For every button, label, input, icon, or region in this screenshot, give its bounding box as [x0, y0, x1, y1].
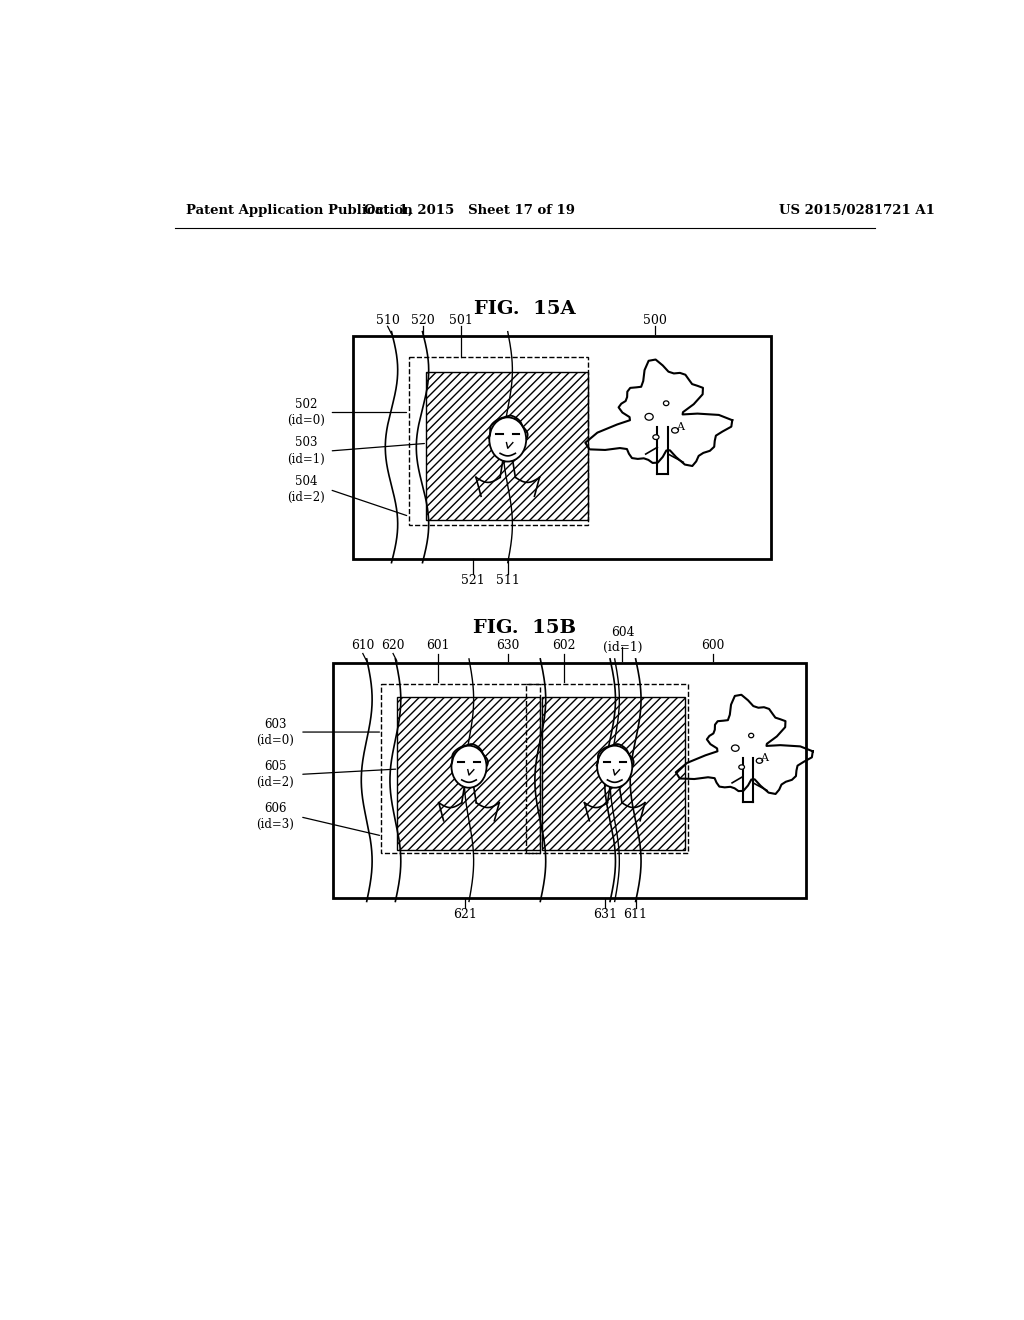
Ellipse shape — [731, 744, 739, 751]
Text: FIG.  15A: FIG. 15A — [474, 300, 575, 318]
Text: 630: 630 — [496, 639, 519, 652]
Ellipse shape — [597, 746, 632, 788]
Bar — [525, 684, 688, 853]
Text: A: A — [676, 422, 684, 433]
Text: 521: 521 — [461, 574, 484, 587]
Ellipse shape — [645, 413, 653, 420]
Text: 600: 600 — [701, 639, 725, 652]
Text: 504
(id=2): 504 (id=2) — [288, 475, 326, 504]
Text: 604
(id=1): 604 (id=1) — [603, 626, 642, 653]
Bar — [409, 358, 589, 525]
Ellipse shape — [489, 417, 526, 462]
Bar — [352, 335, 771, 558]
Text: 605
(id=2): 605 (id=2) — [256, 760, 294, 789]
Text: 603
(id=0): 603 (id=0) — [256, 718, 294, 747]
Text: 510: 510 — [376, 314, 399, 326]
Text: 610: 610 — [351, 639, 375, 652]
Text: 620: 620 — [381, 639, 404, 652]
Ellipse shape — [738, 764, 744, 770]
Text: 631: 631 — [593, 908, 616, 921]
Ellipse shape — [653, 434, 659, 440]
Ellipse shape — [672, 428, 679, 433]
Text: 606
(id=3): 606 (id=3) — [256, 803, 294, 832]
Text: A: A — [760, 752, 768, 763]
Text: Patent Application Publication: Patent Application Publication — [186, 205, 413, 218]
Bar — [542, 697, 685, 850]
Text: 611: 611 — [624, 908, 647, 921]
Text: 601: 601 — [426, 639, 450, 652]
Text: 502
(id=0): 502 (id=0) — [288, 399, 326, 426]
Text: 503
(id=1): 503 (id=1) — [288, 437, 326, 466]
Text: 621: 621 — [454, 908, 477, 921]
Text: 501: 501 — [450, 314, 473, 326]
Bar — [381, 684, 541, 853]
Bar — [426, 372, 588, 520]
Bar — [397, 697, 540, 850]
Ellipse shape — [664, 401, 669, 405]
Bar — [334, 663, 806, 898]
Text: 511: 511 — [496, 574, 520, 587]
Text: 500: 500 — [643, 314, 667, 326]
Text: 520: 520 — [411, 314, 434, 326]
Text: FIG.  15B: FIG. 15B — [473, 619, 577, 638]
Text: 602: 602 — [552, 639, 575, 652]
Text: US 2015/0281721 A1: US 2015/0281721 A1 — [779, 205, 935, 218]
Ellipse shape — [749, 734, 754, 738]
Ellipse shape — [452, 746, 486, 788]
Text: Oct. 1, 2015   Sheet 17 of 19: Oct. 1, 2015 Sheet 17 of 19 — [364, 205, 574, 218]
Ellipse shape — [757, 758, 763, 763]
